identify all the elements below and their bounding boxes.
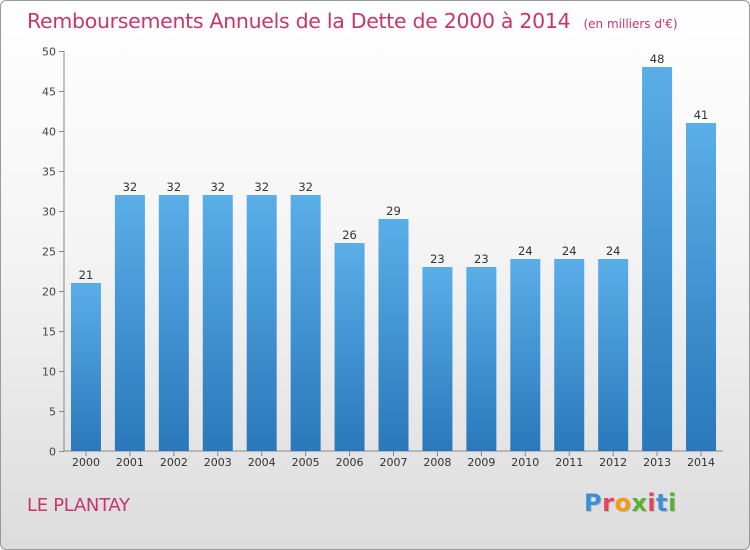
bar (686, 123, 717, 451)
unit-text: (en milliers d'€) (583, 17, 678, 31)
commune-name: LE PLANTAY (27, 495, 130, 516)
bar (70, 283, 101, 451)
category-label: 2012 (599, 456, 627, 469)
category-label: 2002 (160, 456, 188, 469)
title-text: Remboursements Annuels de la Dette de 20… (27, 9, 571, 33)
value-label: 41 (694, 108, 709, 122)
y-tick-label: 5 (49, 406, 56, 419)
value-label: 24 (606, 244, 621, 258)
logo-letter: r (602, 489, 615, 517)
bar (466, 267, 497, 451)
chart-labels: 21 2000 32 2001 32 2002 32 2003 32 2004 32 2005 26 20… (72, 52, 715, 469)
category-label: 2003 (204, 456, 232, 469)
value-label: 21 (79, 268, 94, 282)
chart-title: Remboursements Annuels de la Dette de 20… (27, 9, 678, 33)
category-label: 2014 (687, 456, 715, 469)
bar (202, 195, 233, 451)
category-label: 2006 (336, 456, 364, 469)
bar (334, 243, 365, 451)
category-label: 2000 (72, 456, 100, 469)
logo-letter: o (614, 489, 632, 517)
value-label: 24 (562, 244, 577, 258)
y-tick-label: 50 (42, 46, 56, 59)
category-label: 2011 (555, 456, 583, 469)
logo-letter: x (631, 489, 648, 517)
value-label: 48 (650, 52, 665, 66)
y-tick-label: 20 (42, 286, 56, 299)
category-label: 2007 (380, 456, 408, 469)
bar (598, 259, 629, 451)
y-tick-label: 15 (42, 326, 56, 339)
value-label: 32 (298, 180, 313, 194)
logo-letter: i (647, 489, 657, 517)
bar (422, 267, 453, 451)
category-label: 2005 (292, 456, 320, 469)
bar (114, 195, 145, 451)
value-label: 32 (123, 180, 138, 194)
y-tick-label: 35 (42, 166, 56, 179)
value-label: 32 (210, 180, 225, 194)
value-label: 24 (518, 244, 533, 258)
logo-letter: t (656, 489, 669, 517)
category-label: 2004 (248, 456, 276, 469)
y-tick-label: 0 (49, 446, 56, 459)
y-tick-label: 30 (42, 206, 56, 219)
value-label: 32 (167, 180, 182, 194)
logo-letter: P (584, 489, 603, 517)
value-label: 23 (430, 252, 445, 266)
value-label: 32 (254, 180, 269, 194)
category-label: 2001 (116, 456, 144, 469)
y-tick-label: 10 (42, 366, 56, 379)
y-tick-label: 45 (42, 86, 56, 99)
bar (246, 195, 277, 451)
bar (510, 259, 541, 451)
value-label: 23 (474, 252, 489, 266)
bar (554, 259, 585, 451)
value-label: 26 (342, 228, 357, 242)
proxiti-logo: Proxiti (584, 489, 677, 517)
category-label: 2008 (423, 456, 451, 469)
logo-letter: i (668, 489, 677, 517)
category-label: 2013 (643, 456, 671, 469)
value-label: 29 (386, 204, 401, 218)
y-tick-label: 25 (42, 246, 56, 259)
bar (158, 195, 189, 451)
bar (642, 67, 673, 451)
y-tick-label: 40 (42, 126, 56, 139)
category-label: 2009 (467, 456, 495, 469)
bar (290, 195, 321, 451)
chart-bars (70, 67, 717, 451)
bar (378, 219, 409, 451)
category-label: 2010 (511, 456, 539, 469)
